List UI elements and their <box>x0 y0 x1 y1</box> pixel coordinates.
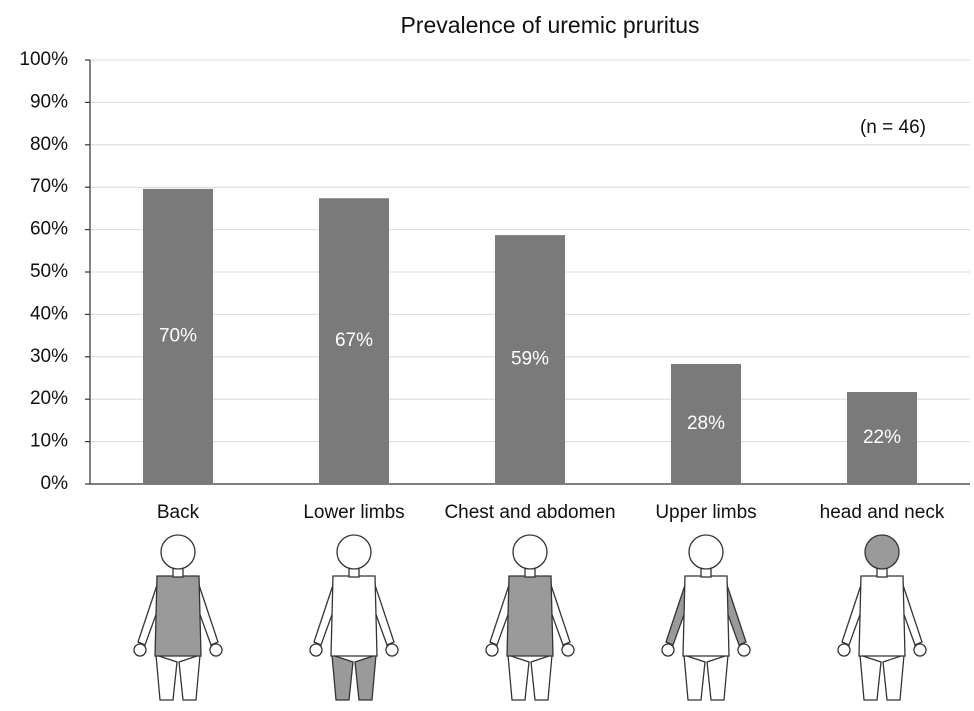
figure-hand <box>738 644 750 656</box>
figure-leg <box>332 655 353 700</box>
value-label: 59% <box>511 349 549 370</box>
figure-torso <box>507 576 553 656</box>
figure-torso <box>683 576 729 656</box>
figure-torso <box>331 576 377 656</box>
x-tick-label: Lower limbs <box>303 502 404 523</box>
figure-torso <box>859 576 905 656</box>
y-tick-label: 0% <box>41 473 69 494</box>
figure-hand <box>310 644 322 656</box>
figure-leg <box>156 655 177 700</box>
x-tick-label: head and neck <box>820 502 945 523</box>
figure-leg <box>179 655 200 700</box>
figure-leg <box>531 655 552 700</box>
figure-leg <box>883 655 904 700</box>
chart-title: Prevalence of uremic pruritus <box>400 12 699 38</box>
annotation: (n = 46) <box>860 117 926 138</box>
figure-head <box>865 535 899 569</box>
x-tick-label: Chest and abdomen <box>444 502 615 523</box>
value-label: 22% <box>863 427 901 448</box>
y-tick-label: 30% <box>30 346 68 367</box>
y-tick-label: 20% <box>30 388 68 409</box>
figure-hand <box>838 644 850 656</box>
value-label: 70% <box>159 325 197 346</box>
figure-leg <box>508 655 529 700</box>
chart: Prevalence of uremic pruritus (n = 46) 0… <box>0 0 974 711</box>
figure-torso <box>155 576 201 656</box>
figure-hand <box>134 644 146 656</box>
value-label: 28% <box>687 413 725 434</box>
figure-hand <box>486 644 498 656</box>
body-figure <box>310 535 398 700</box>
figure-head <box>689 535 723 569</box>
figure-leg <box>707 655 728 700</box>
value-label: 67% <box>335 330 373 351</box>
figure-hand <box>210 644 222 656</box>
body-figure <box>486 535 574 700</box>
figure-leg <box>860 655 881 700</box>
figure-head <box>513 535 547 569</box>
figure-head <box>337 535 371 569</box>
figure-hand <box>662 644 674 656</box>
figure-leg <box>355 655 376 700</box>
body-figure <box>662 535 750 700</box>
y-tick-label: 90% <box>30 91 68 112</box>
figure-hand <box>386 644 398 656</box>
body-figure <box>838 535 926 700</box>
figure-hand <box>914 644 926 656</box>
y-tick-label: 60% <box>30 219 68 240</box>
y-tick-label: 40% <box>30 303 68 324</box>
y-tick-label: 80% <box>30 134 68 155</box>
figure-head <box>161 535 195 569</box>
figure-leg <box>684 655 705 700</box>
y-tick-label: 10% <box>30 431 68 452</box>
figure-hand <box>562 644 574 656</box>
y-tick-label: 100% <box>19 49 68 70</box>
x-tick-label: Upper limbs <box>655 502 756 523</box>
x-tick-label: Back <box>157 502 200 523</box>
y-tick-label: 70% <box>30 176 68 197</box>
body-figure <box>134 535 222 700</box>
y-tick-label: 50% <box>30 261 68 282</box>
